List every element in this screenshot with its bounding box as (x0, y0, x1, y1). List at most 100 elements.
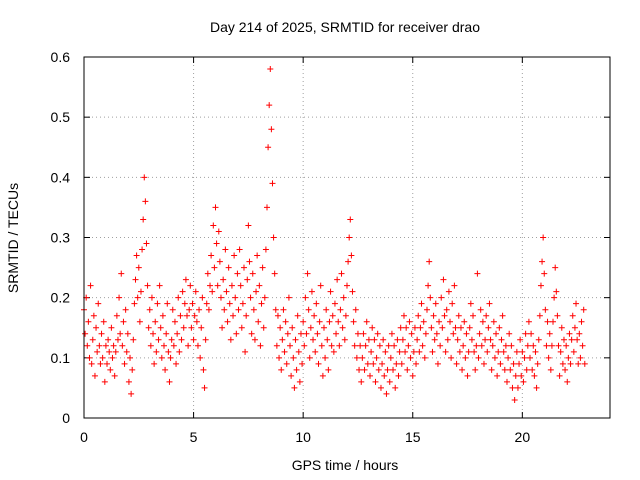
data-point (148, 294, 155, 301)
data-point (437, 342, 444, 349)
data-point (268, 126, 275, 133)
data-point (163, 330, 170, 337)
data-point (404, 366, 411, 373)
data-point (203, 300, 210, 307)
data-point (301, 342, 308, 349)
data-point (506, 330, 513, 337)
data-point (266, 102, 273, 109)
data-point (168, 336, 175, 343)
data-point (543, 342, 550, 349)
data-point (262, 246, 269, 253)
data-point (461, 318, 468, 325)
data-point (233, 330, 240, 337)
data-point (547, 366, 554, 373)
data-point (451, 282, 458, 289)
data-point (410, 348, 417, 355)
data-point (213, 240, 220, 247)
data-points (81, 66, 588, 403)
data-point (280, 306, 287, 313)
data-point (527, 354, 534, 361)
data-point (367, 372, 374, 379)
data-point (202, 336, 209, 343)
data-point (454, 336, 461, 343)
data-point (294, 312, 301, 319)
data-point (581, 360, 588, 367)
data-point (104, 360, 111, 367)
data-point (385, 342, 392, 349)
x-tick-label: 5 (190, 429, 198, 445)
data-point (156, 282, 163, 289)
data-point (299, 360, 306, 367)
data-point (427, 294, 434, 301)
data-point (143, 240, 150, 247)
data-point (231, 252, 238, 259)
data-point (523, 366, 530, 373)
data-point (551, 294, 558, 301)
data-point (382, 348, 389, 355)
data-point (423, 306, 430, 313)
plot-frame (83, 56, 611, 419)
data-point (86, 354, 93, 361)
data-point (145, 324, 152, 331)
data-point (368, 348, 375, 355)
data-point (248, 330, 255, 337)
data-point (391, 342, 398, 349)
data-point (158, 354, 165, 361)
data-point (240, 264, 247, 271)
data-point (546, 330, 553, 337)
data-point (180, 324, 187, 331)
data-point (418, 300, 425, 307)
data-point (260, 324, 267, 331)
data-point (173, 360, 180, 367)
data-point (169, 306, 176, 313)
data-point (525, 318, 532, 325)
data-point (521, 354, 528, 361)
data-point (310, 336, 317, 343)
data-point (564, 378, 571, 385)
data-point (466, 324, 473, 331)
data-point (190, 336, 197, 343)
data-point (199, 294, 206, 301)
data-point (87, 282, 94, 289)
data-point (495, 348, 502, 355)
data-point (500, 348, 507, 355)
data-point (134, 294, 141, 301)
data-point (289, 324, 296, 331)
data-point (354, 330, 361, 337)
data-point (496, 324, 503, 331)
data-point (274, 312, 281, 319)
data-point (569, 312, 576, 319)
data-point (533, 384, 540, 391)
data-point (375, 366, 382, 373)
data-point (539, 258, 546, 265)
data-point (511, 396, 518, 403)
data-point (226, 300, 233, 307)
data-point (494, 372, 501, 379)
data-point (522, 330, 529, 337)
data-point (283, 360, 290, 367)
data-point (566, 330, 573, 337)
data-point (114, 336, 121, 343)
data-point (106, 348, 113, 355)
data-point (265, 144, 272, 151)
data-point (272, 306, 279, 313)
data-point (322, 354, 329, 361)
data-point (450, 330, 457, 337)
data-point (200, 366, 207, 373)
data-point (223, 288, 230, 295)
data-point (189, 300, 196, 307)
data-point (560, 336, 567, 343)
data-point (430, 312, 437, 319)
data-point (352, 306, 359, 313)
data-point (574, 336, 581, 343)
data-point (121, 360, 128, 367)
data-point (344, 282, 350, 289)
data-point (165, 348, 172, 355)
data-point (236, 246, 243, 253)
data-point (478, 342, 485, 349)
data-point (488, 366, 495, 373)
data-point (243, 312, 250, 319)
data-point (119, 342, 126, 349)
data-point (215, 228, 222, 235)
data-point (380, 336, 387, 343)
